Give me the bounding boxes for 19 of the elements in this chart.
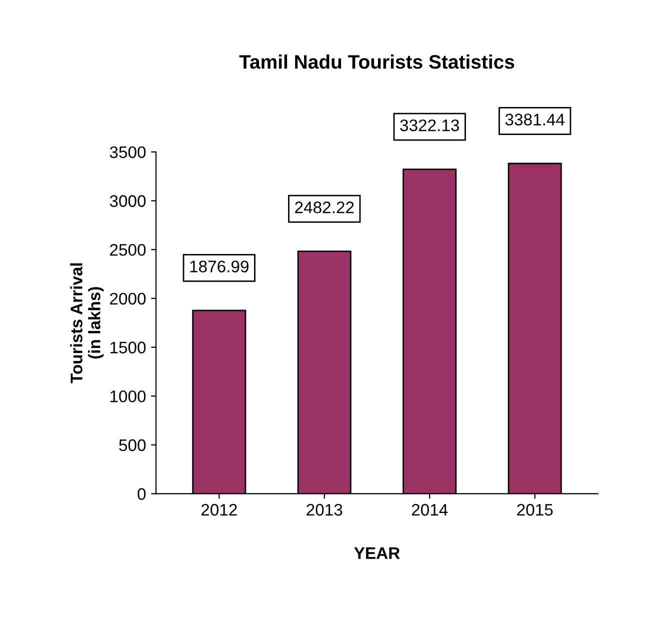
x-tick-label: 2014 bbox=[412, 504, 448, 516]
y-axis-title: Tourists Arrival (in lakhs) bbox=[70, 263, 104, 384]
x-tick-label: 2012 bbox=[201, 504, 237, 516]
x-axis-title: YEAR bbox=[354, 547, 400, 559]
chart-title: Tamil Nadu Tourists Statistics bbox=[239, 54, 514, 69]
y-tick-label: 3000 bbox=[110, 195, 146, 207]
y-tick-label: 3500 bbox=[110, 146, 146, 158]
y-tick-label: 1500 bbox=[110, 342, 146, 354]
data-label: 3322.13 bbox=[400, 119, 460, 132]
y-tick-label: 2000 bbox=[110, 292, 146, 305]
y-tick-label: 1000 bbox=[110, 390, 146, 402]
x-tick-label: 2015 bbox=[517, 504, 553, 516]
data-label: 2482.22 bbox=[295, 202, 354, 214]
y-tick-label: 2500 bbox=[110, 244, 146, 256]
y-tick-label: 500 bbox=[119, 439, 146, 452]
data-label: 3381.44 bbox=[505, 114, 564, 126]
data-label: 1876.99 bbox=[190, 260, 248, 272]
x-tick-label: 2013 bbox=[306, 504, 342, 516]
y-tick-label: 0 bbox=[138, 488, 146, 500]
